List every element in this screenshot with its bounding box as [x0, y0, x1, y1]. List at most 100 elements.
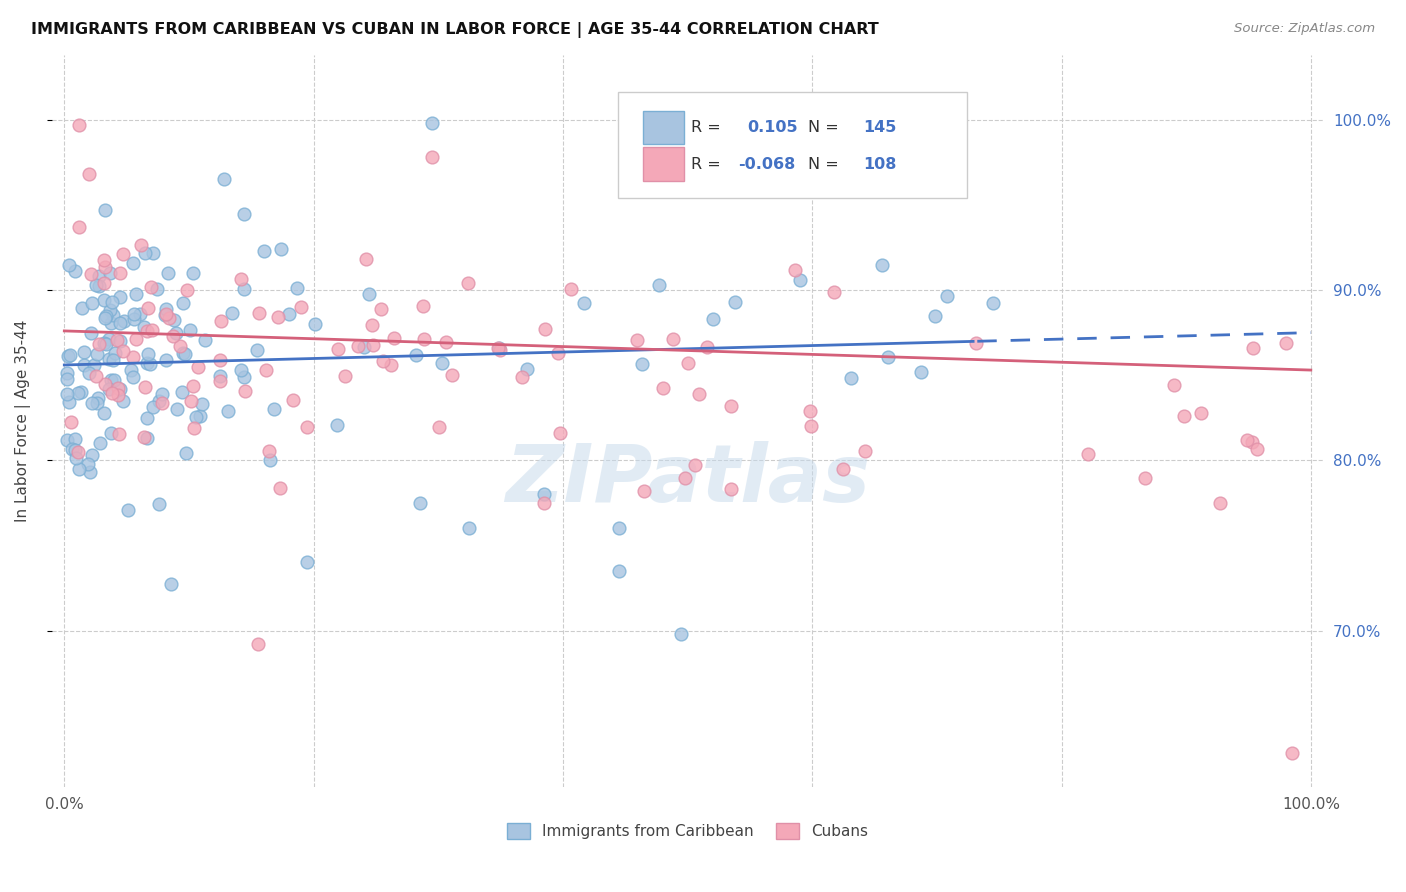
Point	[304, 317, 326, 331]
Point	[488, 341, 510, 355]
Point	[209, 369, 232, 384]
Point	[1275, 335, 1298, 350]
Point	[277, 307, 299, 321]
Point	[93, 406, 115, 420]
Point	[172, 384, 194, 399]
Point	[108, 290, 131, 304]
Point	[720, 400, 742, 414]
Point	[132, 429, 155, 443]
Point	[326, 417, 349, 432]
Point	[108, 266, 131, 280]
Point	[259, 444, 281, 458]
Point	[297, 420, 319, 434]
Point	[93, 293, 115, 307]
Point	[86, 347, 108, 361]
Point	[647, 278, 669, 293]
Point	[179, 323, 201, 337]
Point	[1133, 471, 1156, 485]
Point	[232, 282, 254, 296]
Point	[157, 310, 180, 325]
Point	[413, 332, 436, 346]
Point	[80, 396, 103, 410]
Point	[141, 323, 163, 337]
Point	[128, 307, 150, 321]
Point	[77, 366, 100, 380]
Point	[1241, 341, 1264, 355]
FancyBboxPatch shape	[643, 111, 683, 145]
Point	[877, 351, 900, 365]
Point	[87, 279, 110, 293]
Point	[183, 421, 205, 435]
Point	[94, 311, 117, 326]
Point	[346, 339, 368, 353]
Point	[673, 471, 696, 485]
Point	[662, 332, 685, 346]
Point	[676, 356, 699, 370]
Point	[98, 303, 121, 318]
Point	[853, 443, 876, 458]
Point	[58, 349, 80, 363]
Point	[800, 418, 823, 433]
Point	[101, 386, 124, 401]
Point	[157, 266, 180, 280]
Text: Source: ZipAtlas.com: Source: ZipAtlas.com	[1234, 22, 1375, 36]
Point	[174, 446, 197, 460]
Point	[56, 371, 79, 385]
Point	[696, 340, 718, 354]
Point	[253, 244, 276, 259]
Point	[457, 276, 479, 290]
Point	[155, 308, 177, 322]
Point	[354, 252, 377, 266]
Point	[98, 351, 121, 366]
Point	[100, 266, 122, 280]
Point	[84, 278, 107, 293]
Y-axis label: In Labor Force | Age 35-44: In Labor Force | Age 35-44	[15, 320, 31, 523]
Point	[488, 343, 510, 357]
Point	[190, 409, 212, 423]
Point	[574, 295, 596, 310]
Point	[73, 358, 96, 372]
Point	[112, 314, 135, 328]
Point	[353, 340, 375, 354]
Text: R =: R =	[692, 157, 721, 171]
Point	[217, 404, 239, 418]
Point	[382, 331, 405, 345]
Point	[145, 282, 167, 296]
Point	[67, 461, 90, 475]
Point	[254, 363, 277, 377]
Point	[138, 347, 160, 361]
Point	[80, 267, 103, 281]
Point	[246, 343, 269, 357]
Point	[107, 381, 129, 395]
Point	[233, 384, 256, 398]
Point	[380, 358, 402, 372]
Point	[267, 310, 290, 325]
Point	[360, 318, 382, 332]
Point	[187, 360, 209, 375]
Point	[191, 397, 214, 411]
Point	[134, 380, 156, 394]
Point	[789, 273, 811, 287]
Point	[67, 118, 90, 132]
Point	[872, 258, 894, 272]
Point	[87, 391, 110, 405]
Point	[104, 345, 127, 359]
Point	[134, 320, 156, 334]
Point	[981, 296, 1004, 310]
Point	[630, 357, 652, 371]
Point	[93, 253, 115, 268]
Point	[1240, 434, 1263, 449]
Point	[87, 337, 110, 351]
Point	[86, 396, 108, 410]
Point	[208, 374, 231, 388]
Point	[77, 167, 100, 181]
Point	[122, 307, 145, 321]
Point	[1281, 746, 1303, 760]
Point	[1246, 442, 1268, 456]
Point	[83, 359, 105, 373]
Point	[1173, 409, 1195, 424]
Point	[108, 334, 131, 349]
Point	[285, 281, 308, 295]
Point	[723, 294, 745, 309]
Point	[65, 450, 87, 465]
